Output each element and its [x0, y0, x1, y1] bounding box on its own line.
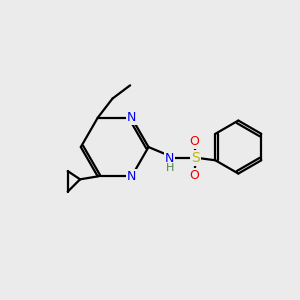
Text: O: O: [189, 135, 199, 148]
Text: N: N: [127, 170, 136, 183]
Text: O: O: [189, 169, 199, 182]
Text: S: S: [191, 151, 200, 165]
Text: N: N: [127, 111, 136, 124]
Text: H: H: [166, 163, 174, 173]
Text: N: N: [165, 152, 174, 165]
